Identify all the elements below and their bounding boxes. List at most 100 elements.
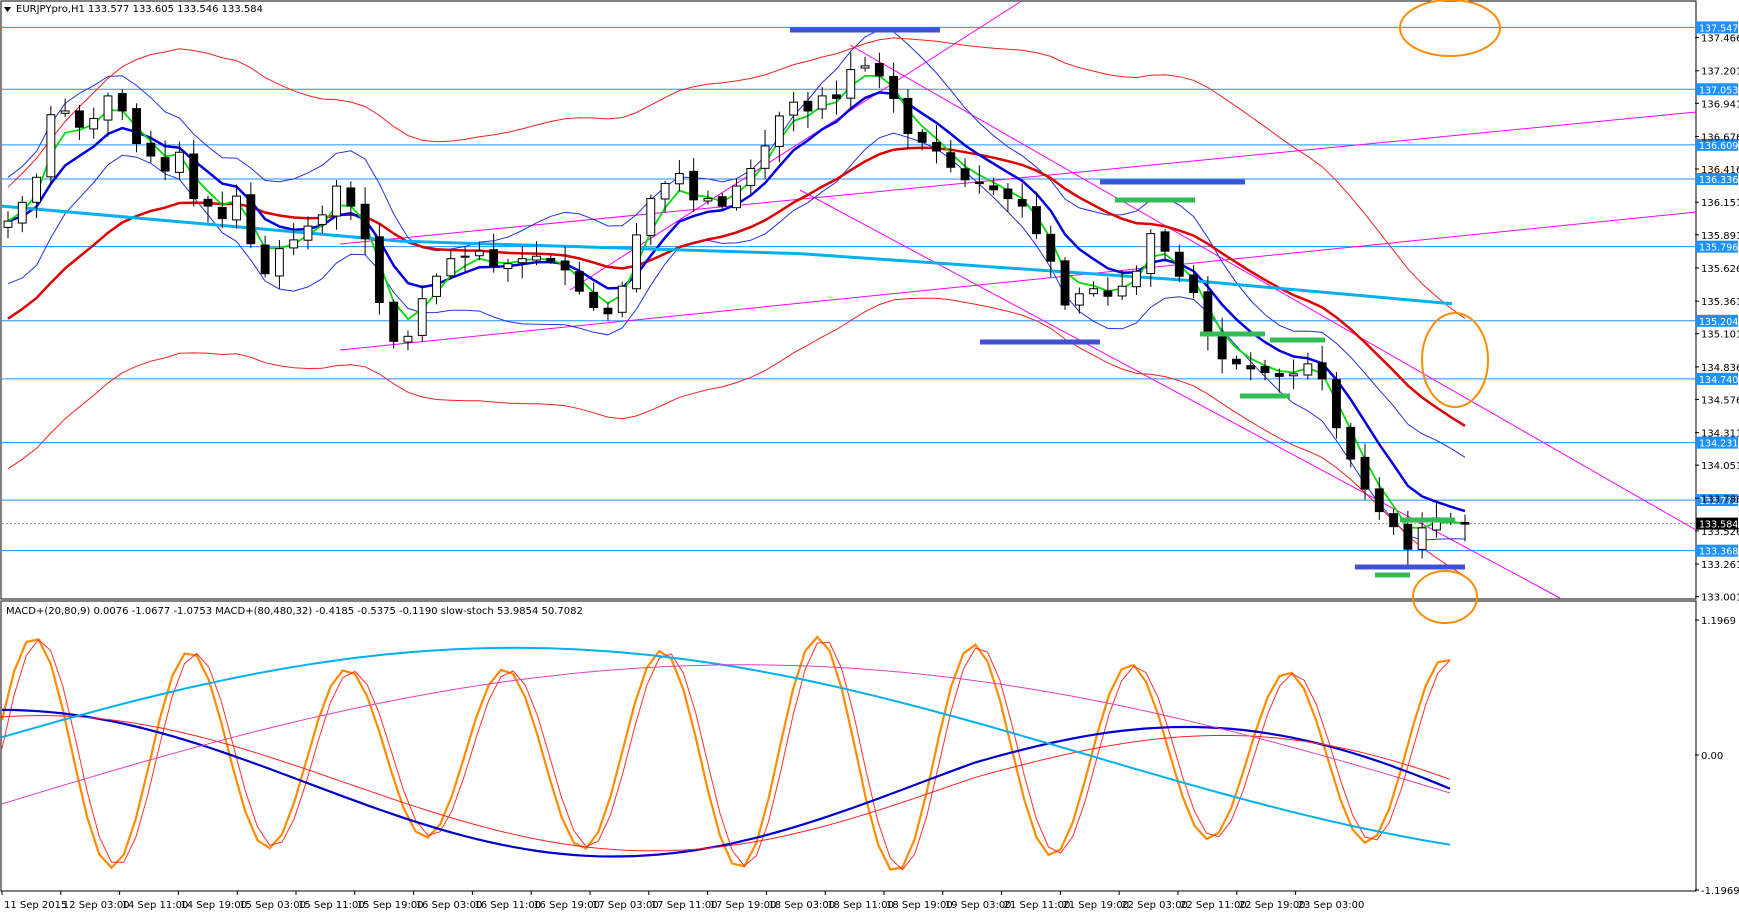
level-tag-label: 134.231	[1699, 439, 1738, 450]
time-tick-label: 16 Sep 11:00	[474, 900, 541, 911]
oscillator-pane[interactable]	[0, 600, 1697, 892]
level-tag	[1696, 436, 1738, 449]
bollinger-bands	[7, 29, 1466, 577]
osc-tick-label: 1.1969	[1701, 616, 1736, 627]
trendline[interactable]	[339, 211, 1697, 351]
candle-down	[889, 75, 899, 99]
ma-cyan-line	[1, 204, 1453, 306]
candle-down	[360, 203, 370, 240]
candle-down	[917, 131, 927, 143]
candle-up	[417, 298, 427, 336]
candle-down	[1389, 513, 1399, 528]
candle-down	[1374, 488, 1384, 513]
osc-macd-fast	[1, 708, 1451, 858]
level-tag	[1696, 21, 1738, 34]
candle-up	[46, 114, 56, 178]
level-tag-label: 135.204	[1699, 317, 1738, 328]
candle-up	[274, 248, 284, 277]
candle-up	[703, 198, 713, 202]
candle-down	[1017, 199, 1027, 207]
time-tick-label: 23 Sep 03:00	[1298, 900, 1365, 911]
candle-down	[932, 141, 941, 152]
candle-up	[646, 198, 656, 236]
trendline[interactable]	[569, 1, 1021, 291]
level-tag	[1696, 372, 1738, 385]
candle-down	[974, 181, 984, 185]
time-tick-label: 21 Sep 11:00	[1004, 900, 1071, 911]
candle-down	[1203, 291, 1213, 335]
candle-up	[289, 239, 299, 249]
level-tag-label: 133.368	[1699, 547, 1738, 558]
candle-up	[1303, 363, 1313, 376]
level-tag-label: 135.796	[1699, 243, 1738, 254]
candle-up	[1146, 233, 1156, 275]
candle-down	[1260, 366, 1270, 374]
time-tick-label: 17 Sep 03:00	[592, 900, 659, 911]
price-axis: 137.466 137.201 136.941 136.676 136.416 136.1…	[1695, 34, 1739, 604]
candle-down	[74, 110, 84, 128]
time-tick-label: 11 Sep 2015	[4, 900, 67, 911]
time-tick-label: 17 Sep 11:00	[651, 900, 718, 911]
candle-down	[1046, 233, 1056, 262]
annotation-ellipse[interactable]	[1412, 570, 1478, 624]
price-tick-label: 136.941	[1701, 99, 1739, 110]
candle-down	[903, 97, 913, 134]
candle-down	[989, 185, 999, 191]
annotation-ellipse[interactable]	[1399, 0, 1501, 57]
candle-down	[1274, 373, 1284, 377]
candle-down	[489, 249, 499, 267]
candle-down	[1032, 206, 1041, 235]
band-blue-up	[7, 29, 1466, 458]
candle-up	[174, 151, 184, 173]
candle-up	[232, 195, 241, 221]
candle-down	[203, 198, 213, 207]
price-tick-label: 137.466	[1701, 34, 1739, 45]
envelope-red-low	[7, 297, 1466, 577]
candle-up	[460, 255, 470, 258]
candle-down	[160, 157, 170, 172]
candle-down	[1460, 521, 1470, 525]
candle-up	[517, 258, 527, 264]
price-tick-label: 136.416	[1701, 165, 1739, 176]
candle-down	[1232, 358, 1241, 365]
candle-up	[432, 275, 441, 297]
time-tick-label: 18 Sep 11:00	[827, 900, 894, 911]
candle-down	[374, 236, 384, 304]
level-tag	[1696, 240, 1738, 253]
candle-down	[560, 260, 570, 271]
level-tag	[1696, 494, 1738, 507]
price-pane[interactable]	[0, 0, 1697, 600]
level-tag	[1696, 83, 1738, 96]
price-tick-label: 134.836	[1701, 363, 1739, 374]
price-tick-label: 135.891	[1701, 231, 1739, 242]
candlesticks	[3, 52, 1470, 566]
candle-up	[446, 258, 456, 277]
candle-up	[1089, 288, 1099, 295]
candle-up	[103, 95, 113, 121]
time-tick-label: 21 Sep 19:00	[1062, 900, 1129, 911]
candle-up	[303, 225, 313, 241]
osc-stoch-main	[0, 635, 1451, 871]
candle-down	[1317, 362, 1327, 380]
time-tick-label: 15 Sep 11:00	[298, 900, 365, 911]
indicator-header: MACD+(20,80,9) 0.0076 -1.0677 -1.0753 MA…	[6, 606, 583, 617]
level-tag-label: 136.336	[1699, 175, 1738, 186]
candle-down	[546, 257, 556, 262]
time-tick-label: 19 Sep 03:00	[945, 900, 1012, 911]
candle-up	[89, 117, 99, 130]
annotation-ellipse[interactable]	[1421, 312, 1489, 408]
price-tick-label: 134.576	[1701, 395, 1739, 406]
candle-down	[260, 244, 270, 275]
candle-down	[1003, 188, 1013, 200]
annotation-marks	[790, 0, 1501, 624]
envelope-red-up	[7, 37, 1466, 319]
time-tick-label: 16 Sep 19:00	[533, 900, 600, 911]
candle-up	[532, 255, 541, 261]
time-tick-label: 17 Sep 19:00	[710, 900, 777, 911]
price-tick-label: 133.786	[1701, 494, 1739, 505]
candle-down	[246, 194, 256, 245]
chart-menu-icon[interactable]	[4, 7, 11, 12]
candle-up	[1117, 285, 1127, 297]
level-tag	[1696, 173, 1738, 186]
